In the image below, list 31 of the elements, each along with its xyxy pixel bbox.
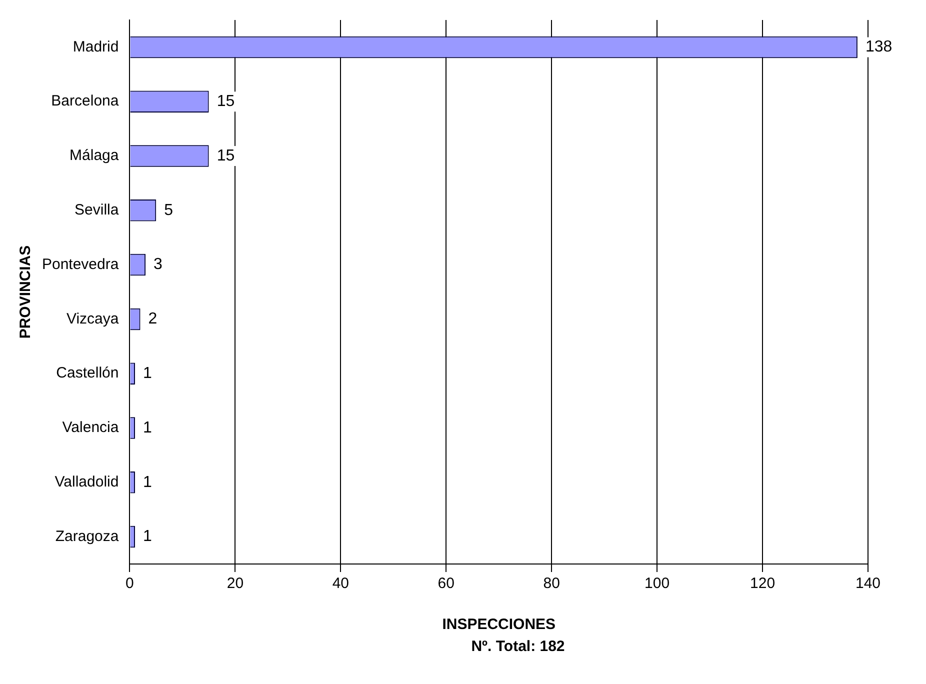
y-tick-label: Sevilla [74,202,120,219]
text: Nº. Total: 182 [470,638,566,655]
y-tick-label: Vizcaya [66,310,120,328]
x-tick-label: 40 [332,575,349,592]
y-tick-label: Castellón [56,364,119,382]
x-tick-label: 120 [750,575,776,592]
y-tick-label: Pontevedra [42,256,120,273]
data-label: 1 [142,365,152,382]
data-label: 1 [142,419,152,436]
x-tick-label: 20 [226,575,244,592]
data-label: 15 [216,93,235,110]
data-label: 3 [154,256,163,274]
y-tick-label: Madrid [72,38,119,56]
data-label: 138 [865,38,892,56]
x-tick-label: 60 [438,575,454,592]
x-tick-label: 100 [644,575,670,592]
x-tick-label: 0 [126,575,134,592]
data-label: 1 [142,474,152,491]
data-label: 15 [216,147,235,164]
y-tick-label: Barcelona [51,92,120,110]
x-axis-title: INSPECCIONES [442,616,556,634]
y-tick-label: Málaga [70,147,120,164]
x-tick-label: 140 [855,575,881,592]
y-axis-title: PROVINCIAS [17,245,34,339]
y-tick-label: Valladolid [54,474,119,491]
y-tick-label: Valencia [62,419,120,436]
x-tick-label: 80 [543,575,560,592]
data-label: 2 [148,310,158,328]
y-tick-label: Zaragoza [55,528,120,545]
data-label: 1 [142,528,152,546]
data-label: 5 [164,202,174,219]
